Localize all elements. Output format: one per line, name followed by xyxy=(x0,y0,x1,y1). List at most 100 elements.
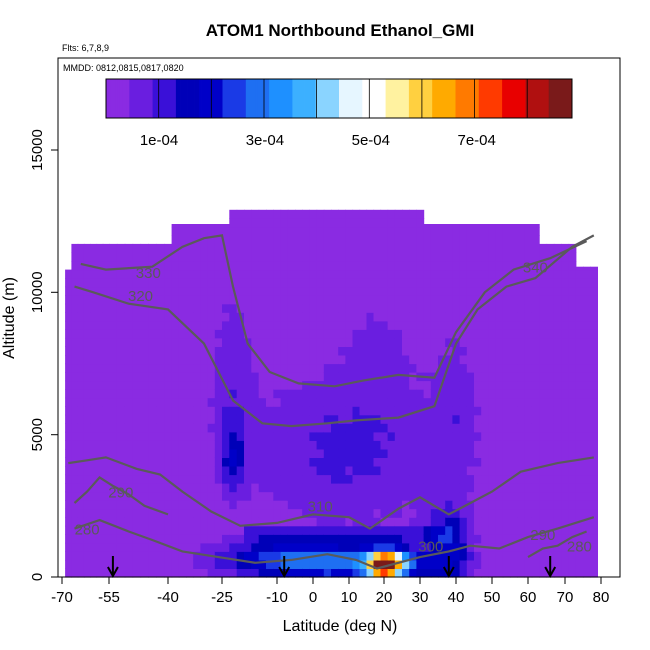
heatmap-cell xyxy=(124,500,134,510)
heatmap-cell xyxy=(423,491,432,501)
heatmap-cell xyxy=(438,346,446,356)
heatmap-cell xyxy=(402,440,410,450)
heatmap-cell xyxy=(116,355,126,365)
heatmap-cell xyxy=(316,542,325,552)
x-tick-label: 40 xyxy=(448,589,465,606)
heatmap-cell xyxy=(236,243,245,253)
heatmap-cell xyxy=(178,534,187,544)
heatmap-cell xyxy=(178,483,187,493)
heatmap-cell xyxy=(366,346,375,356)
heatmap-cell xyxy=(561,380,570,390)
heatmap-cell xyxy=(83,243,91,253)
heatmap-cell xyxy=(140,329,149,339)
heatmap-cell xyxy=(409,466,417,476)
heatmap-cell xyxy=(280,423,289,433)
heatmap-cell xyxy=(524,559,533,569)
heatmap-cell xyxy=(295,423,303,433)
heatmap-cell xyxy=(517,226,525,236)
heatmap-cell xyxy=(178,568,187,578)
heatmap-cell xyxy=(258,389,267,399)
heatmap-cell xyxy=(561,568,570,578)
heatmap-cell xyxy=(186,295,194,305)
heatmap-cell xyxy=(366,261,375,271)
heatmap-cell xyxy=(124,431,134,441)
heatmap-cell xyxy=(338,448,346,458)
theta-contours xyxy=(68,234,595,570)
heatmap-cell xyxy=(438,243,446,253)
heatmap-cell xyxy=(575,542,584,552)
heatmap-cell xyxy=(352,406,361,416)
heatmap-cell xyxy=(280,457,289,467)
heatmap-cell xyxy=(402,397,410,407)
heatmap-cell xyxy=(200,534,209,544)
heatmap-cell xyxy=(302,295,310,305)
heatmap-cell xyxy=(481,252,489,262)
heatmap-cell xyxy=(124,474,134,484)
heatmap-cell xyxy=(116,312,126,322)
heatmap-cell xyxy=(236,303,245,313)
heatmap-cell xyxy=(488,457,497,467)
heatmap-cell xyxy=(132,303,142,313)
heatmap-cell xyxy=(214,397,223,407)
heatmap-cell xyxy=(452,380,461,390)
heatmap-cell xyxy=(287,252,296,262)
heatmap-cell xyxy=(481,440,489,450)
heatmap-cell xyxy=(171,568,180,578)
heatmap-cell xyxy=(164,380,173,390)
heatmap-cell xyxy=(193,269,201,279)
heatmap-cell xyxy=(273,320,282,330)
heatmap-cell xyxy=(295,491,303,501)
heatmap-cell xyxy=(186,397,194,407)
heatmap-cell xyxy=(380,261,389,271)
heatmap-cell xyxy=(251,440,260,450)
heatmap-cell xyxy=(481,466,489,476)
colorbar-swatch xyxy=(140,79,144,118)
heatmap-cell xyxy=(65,372,72,382)
heatmap-cell xyxy=(178,235,187,245)
heatmap-cell xyxy=(495,329,504,339)
colorbar-swatch xyxy=(490,79,494,118)
heatmap-cell xyxy=(323,491,332,501)
colorbar-swatch xyxy=(548,79,552,118)
heatmap-cell xyxy=(148,559,157,569)
heatmap-cell xyxy=(244,269,252,279)
heatmap-cell xyxy=(459,559,468,569)
heatmap-cell xyxy=(459,380,468,390)
heatmap-cell xyxy=(193,551,201,561)
heatmap-cell xyxy=(258,491,267,501)
colorbar-swatch xyxy=(553,79,557,118)
colorbar-swatch xyxy=(481,79,484,118)
heatmap-cell xyxy=(373,286,382,296)
heatmap-cell xyxy=(452,346,461,356)
heatmap-cell xyxy=(83,252,91,262)
contour-label: 330 xyxy=(136,265,161,282)
heatmap-cell xyxy=(83,483,91,493)
contour-label: 290 xyxy=(530,527,555,544)
heatmap-cell xyxy=(309,559,318,569)
heatmap-cell xyxy=(280,406,289,416)
heatmap-cell xyxy=(193,397,201,407)
heatmap-cell xyxy=(251,508,260,518)
heatmap-cell xyxy=(583,355,591,365)
heatmap-cell xyxy=(148,337,157,347)
heatmap-cell xyxy=(132,431,142,441)
heatmap-cell xyxy=(445,448,453,458)
heatmap-cell xyxy=(553,491,562,501)
heatmap-cell xyxy=(488,397,497,407)
heatmap-cell xyxy=(156,261,165,271)
colorbar-swatch xyxy=(464,79,468,118)
heatmap-cell xyxy=(236,551,245,561)
heatmap-cell xyxy=(387,346,396,356)
heatmap-cell xyxy=(452,389,461,399)
heatmap-cell xyxy=(366,312,375,322)
heatmap-cell xyxy=(90,500,98,510)
heatmap-cell xyxy=(359,329,368,339)
heatmap-cell xyxy=(366,474,375,484)
heatmap-cell xyxy=(186,474,194,484)
heatmap-cell xyxy=(309,269,318,279)
heatmap-cell xyxy=(102,252,110,262)
heatmap-cell xyxy=(416,312,425,322)
heatmap-cell xyxy=(77,337,85,347)
heatmap-cell xyxy=(423,261,432,271)
heatmap-cell xyxy=(116,431,126,441)
